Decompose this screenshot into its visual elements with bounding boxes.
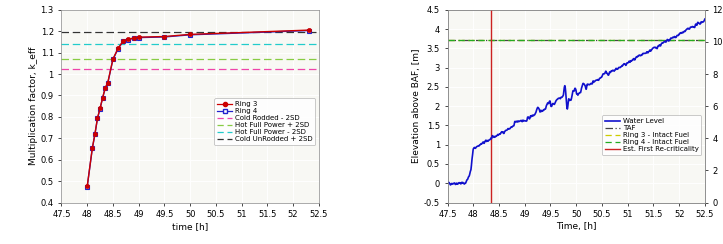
Y-axis label: Multiplication factor, k_eff: Multiplication factor, k_eff xyxy=(29,47,38,165)
Legend: Ring 3, Ring 4, Cold Rodded - 2SD, Hot Full Power + 2SD, Hot Full Power - 2SD, C: Ring 3, Ring 4, Cold Rodded - 2SD, Hot F… xyxy=(214,98,315,145)
Y-axis label: Elevation above BAF, [m]: Elevation above BAF, [m] xyxy=(412,49,421,163)
X-axis label: Time, [h]: Time, [h] xyxy=(556,222,596,231)
X-axis label: time [h]: time [h] xyxy=(172,222,208,231)
Legend: Water Level, TAF, Ring 3 - Intact Fuel, Ring 4 - Intact Fuel, Est. First Re-crit: Water Level, TAF, Ring 3 - Intact Fuel, … xyxy=(602,115,701,155)
